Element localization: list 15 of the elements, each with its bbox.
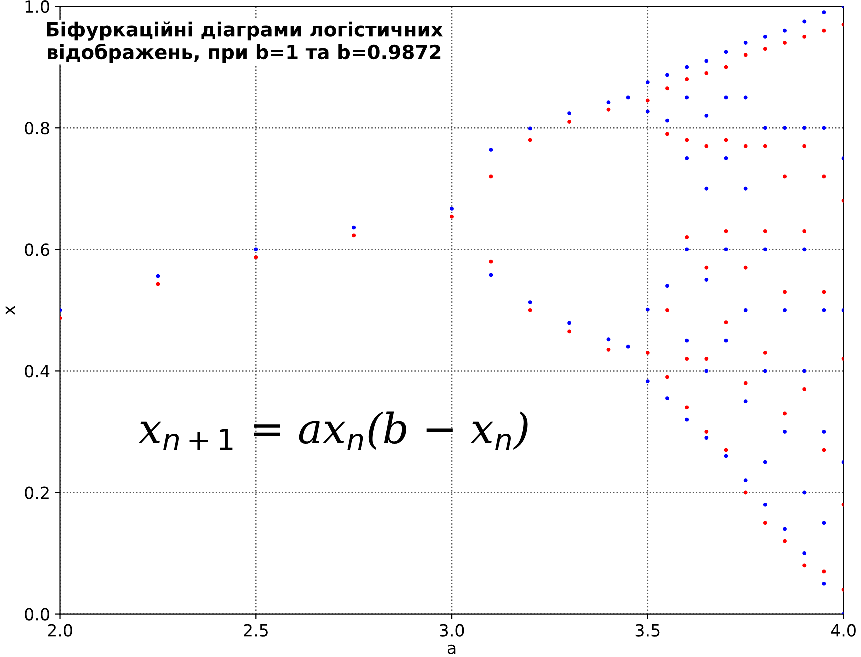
y-tick-label: 0.2 — [25, 486, 49, 500]
x-tick-label: 2.0 — [48, 624, 72, 637]
y-tick-label: 1.0 — [26, 0, 50, 14]
x-tick-label: 4.0 — [831, 624, 856, 637]
x-tick-label: 3.0 — [440, 624, 464, 637]
text: Біфуркаційні діаграми логістичних відображень, при b=1 та b=0.9872 — [47, 22, 444, 64]
y-tick-label: 0.6 — [25, 244, 50, 256]
x-tick-label: 2.5 — [244, 624, 268, 637]
y-tick-label: 0.0 — [25, 608, 50, 621]
x-axis-title: a — [448, 644, 456, 654]
x-tick-label: 3.5 — [636, 624, 660, 637]
y-tick-label: 0.4 — [25, 365, 50, 378]
y-axis-title: x — [6, 306, 16, 315]
annotation: x$_{n+1}$ = ax$_{n}$(b − x$_{n}$) — [138, 412, 528, 450]
y-tick-label: 0.8 — [25, 122, 50, 135]
